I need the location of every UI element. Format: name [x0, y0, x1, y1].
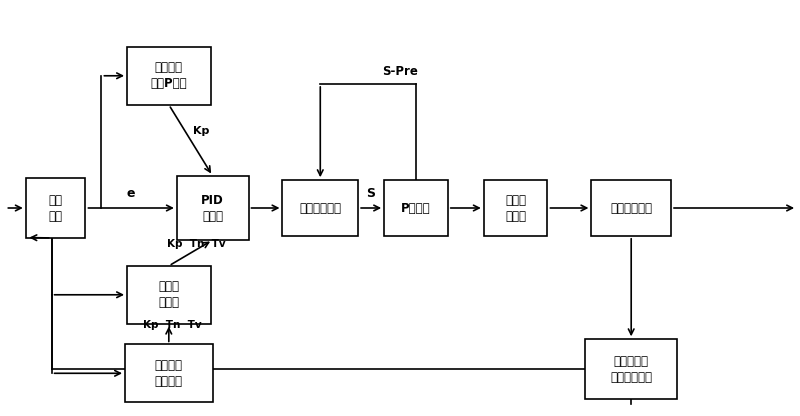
Text: Kp  Tn  Tv: Kp Tn Tv [143, 320, 202, 330]
Text: P控制器: P控制器 [401, 201, 430, 215]
FancyBboxPatch shape [127, 266, 210, 324]
Text: Kp: Kp [193, 126, 209, 136]
FancyBboxPatch shape [177, 176, 249, 240]
Text: e: e [127, 187, 135, 200]
FancyBboxPatch shape [384, 180, 448, 236]
FancyBboxPatch shape [125, 344, 213, 402]
FancyBboxPatch shape [586, 339, 677, 399]
Text: S-Pre: S-Pre [382, 65, 418, 78]
FancyBboxPatch shape [282, 180, 358, 236]
Text: 液压机
械装置: 液压机 械装置 [505, 193, 526, 223]
Text: 液位测量模块: 液位测量模块 [610, 201, 652, 215]
Text: 在线参数
调整模块: 在线参数 调整模块 [155, 359, 183, 388]
Text: 补偿调节模块: 补偿调节模块 [299, 201, 342, 215]
Text: Kp  Tn  Tv: Kp Tn Tv [167, 239, 226, 249]
Text: 计算
模块: 计算 模块 [49, 193, 62, 223]
Text: 在线优化
参数P模块: 在线优化 参数P模块 [150, 61, 187, 90]
Text: 结晶器振动
频率过滤模块: 结晶器振动 频率过滤模块 [610, 355, 652, 384]
Text: 模糊逻
辑模块: 模糊逻 辑模块 [158, 280, 179, 309]
FancyBboxPatch shape [26, 178, 86, 238]
FancyBboxPatch shape [127, 47, 210, 105]
FancyBboxPatch shape [591, 180, 671, 236]
Text: S: S [366, 187, 376, 200]
FancyBboxPatch shape [484, 180, 547, 236]
Text: PID
控制器: PID 控制器 [202, 193, 224, 223]
